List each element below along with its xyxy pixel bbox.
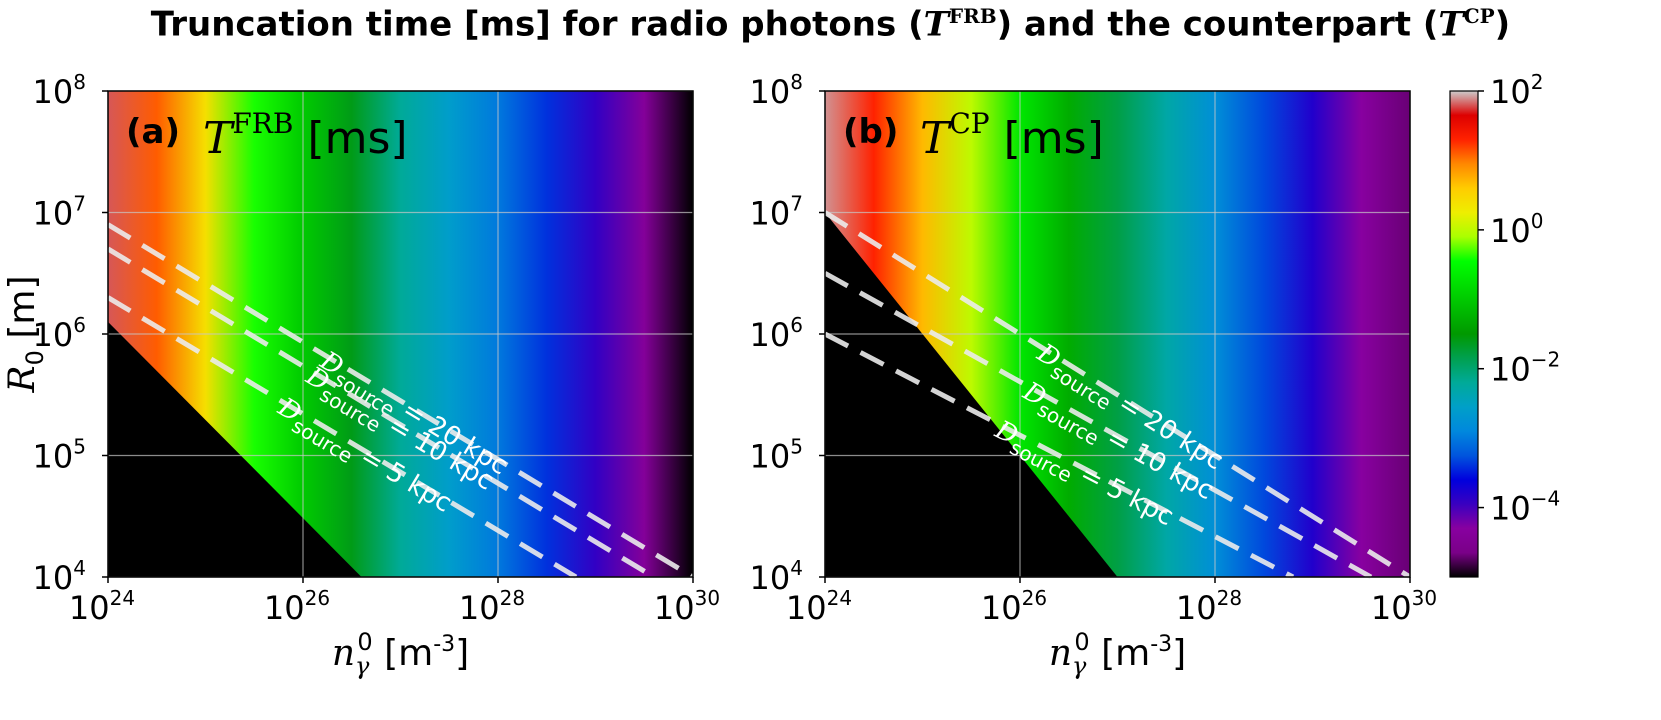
x-tick-label: 1026	[264, 586, 330, 627]
y-tick-label: 106	[750, 313, 803, 354]
excluded-region	[825, 212, 1118, 577]
x-axis-label: nγ0 [m-3]	[1049, 628, 1186, 680]
contour-line-0	[823, 210, 1412, 580]
y-tick-label: 104	[750, 556, 803, 597]
x-tick-label: 1030	[654, 586, 720, 627]
contour-line-2	[823, 331, 1295, 580]
x-tick-label: 1030	[1371, 586, 1437, 627]
x-tick-label: 1026	[981, 586, 1047, 627]
x-tick-label: 1024	[69, 586, 135, 627]
contour-line-2	[106, 295, 578, 580]
colorbar-tick-label: 100	[1490, 209, 1543, 250]
y-tick-label: 105	[33, 435, 86, 476]
y-tick-label: 108	[33, 70, 86, 111]
contour-line-1	[106, 246, 656, 580]
y-tick-label: 106	[33, 313, 86, 354]
figure-title: Truncation time [ms] for radio photons (…	[150, 4, 1511, 45]
y-tick-label: 107	[750, 192, 803, 233]
x-axis-label: nγ0 [m-3]	[332, 628, 469, 680]
panel-quantity: TFRB [ms]	[203, 107, 408, 164]
contour-line-1	[823, 271, 1373, 580]
panel-label: (b)	[843, 112, 898, 152]
excluded-region	[108, 321, 362, 577]
panel-quantity: TCP [ms]	[920, 107, 1104, 164]
colorbar-scale	[1449, 90, 1479, 578]
x-tick-label: 1028	[459, 586, 525, 627]
x-tick-label: 1024	[786, 586, 852, 627]
contour-line-0	[106, 222, 695, 580]
y-tick-label: 105	[750, 435, 803, 476]
y-axis-label: R0 [m]	[2, 276, 49, 394]
y-tick-label: 107	[33, 192, 86, 233]
panel-label: (a)	[126, 112, 180, 152]
colorbar-tick-label: 10−4	[1490, 487, 1560, 528]
colorbar-tick-label: 10−2	[1490, 348, 1560, 389]
y-tick-label: 108	[750, 70, 803, 111]
colorbar-tick-label: 102	[1490, 70, 1543, 111]
y-tick-label: 104	[33, 556, 86, 597]
colorbar: 102 100 10−2 10−4	[1449, 70, 1560, 578]
x-tick-label: 1028	[1176, 586, 1242, 627]
